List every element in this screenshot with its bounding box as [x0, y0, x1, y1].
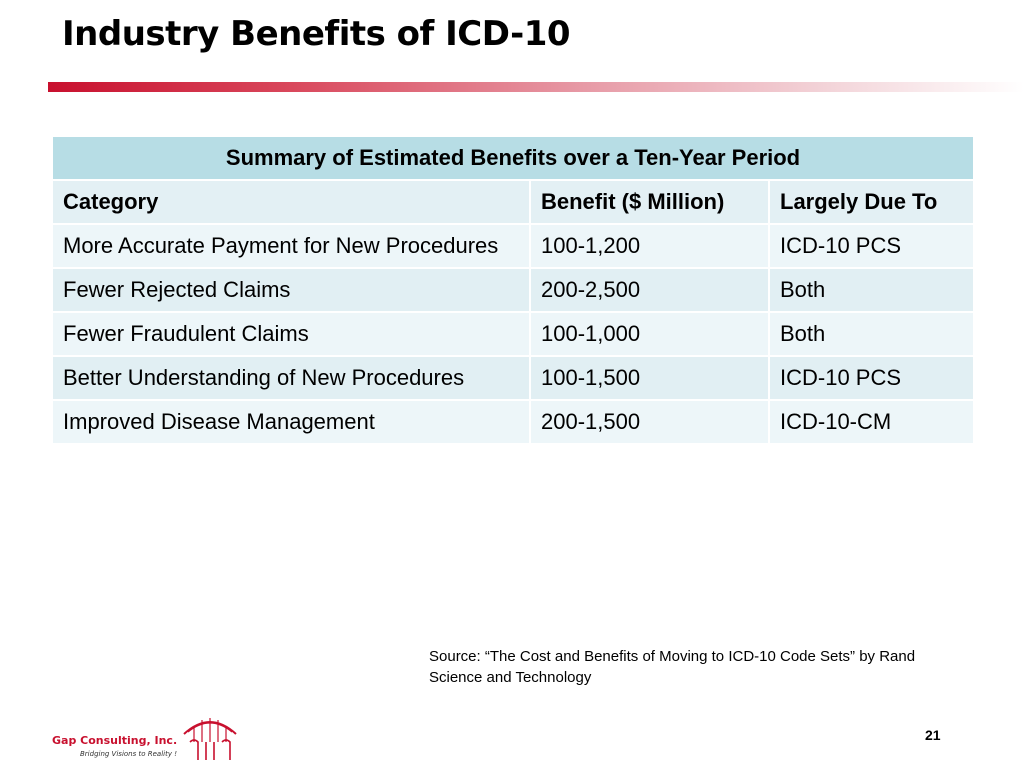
slide-title: Industry Benefits of ICD-10 [62, 14, 571, 54]
table-row: Better Understanding of New Procedures 1… [51, 355, 976, 401]
cell-category: Fewer Rejected Claims [51, 267, 531, 313]
source-citation: Source: “The Cost and Benefits of Moving… [429, 648, 916, 686]
cell-due-to: Both [767, 311, 976, 357]
table-caption-row: Summary of Estimated Benefits over a Ten… [50, 135, 976, 181]
table-caption: Summary of Estimated Benefits over a Ten… [50, 135, 976, 181]
table-row: Fewer Rejected Claims 200-2,500 Both [51, 267, 976, 313]
bridge-arch-icon [183, 718, 237, 760]
cell-due-to: ICD-10 PCS [767, 223, 976, 269]
cell-category: Fewer Fraudulent Claims [51, 311, 531, 357]
table-row: More Accurate Payment for New Procedures… [51, 223, 976, 269]
header-largely-due-to: Largely Due To [767, 179, 976, 225]
cell-benefit: 200-1,500 [529, 399, 770, 445]
header-category: Category [51, 179, 531, 225]
page-number: 21 [925, 727, 941, 743]
benefits-table: Summary of Estimated Benefits over a Ten… [50, 135, 976, 445]
cell-benefit: 100-1,000 [529, 311, 770, 357]
cell-due-to: ICD-10-CM [767, 399, 976, 445]
table-header-row: Category Benefit ($ Million) Largely Due… [51, 179, 976, 225]
table-row: Improved Disease Management 200-1,500 IC… [51, 399, 976, 445]
cell-benefit: 100-1,200 [529, 223, 770, 269]
logo-tagline: Bridging Visions to Reality ! [80, 750, 177, 758]
cell-category: Better Understanding of New Procedures [51, 355, 531, 401]
cell-due-to: Both [767, 267, 976, 313]
title-accent-bar [48, 82, 1024, 92]
table-row: Fewer Fraudulent Claims 100-1,000 Both [51, 311, 976, 357]
cell-category: More Accurate Payment for New Procedures [51, 223, 531, 269]
cell-benefit: 200-2,500 [529, 267, 770, 313]
logo-name: Gap Consulting, Inc. [52, 734, 178, 747]
company-logo: Gap Consulting, Inc. Bridging Visions to… [50, 708, 250, 764]
cell-due-to: ICD-10 PCS [767, 355, 976, 401]
cell-benefit: 100-1,500 [529, 355, 770, 401]
header-benefit: Benefit ($ Million) [529, 179, 770, 225]
cell-category: Improved Disease Management [51, 399, 531, 445]
